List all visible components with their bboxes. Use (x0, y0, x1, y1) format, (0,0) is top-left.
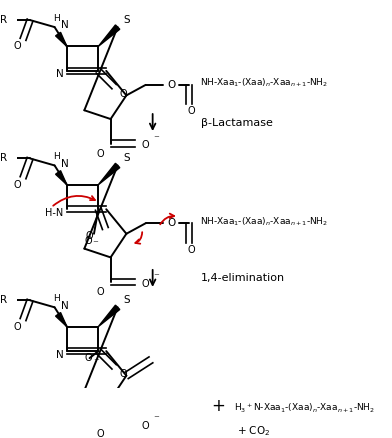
Text: O: O (96, 149, 104, 159)
Text: N: N (56, 350, 64, 360)
Text: H-N: H-N (45, 208, 64, 218)
Text: NH-Xaa$_1$-(Xaa)$_n$-Xaa$_{n+1}$-NH$_2$: NH-Xaa$_1$-(Xaa)$_n$-Xaa$_{n+1}$-NH$_2$ (200, 215, 328, 228)
Text: O: O (142, 140, 149, 150)
Text: S: S (123, 295, 130, 305)
Text: ⁻: ⁻ (153, 272, 159, 283)
Polygon shape (98, 25, 120, 46)
Text: O: O (167, 218, 175, 228)
Text: O: O (187, 106, 195, 116)
Text: +: + (211, 397, 225, 415)
Text: O: O (142, 279, 149, 289)
Text: R: R (0, 295, 7, 305)
Polygon shape (98, 305, 120, 327)
Text: H$_3$$^+$N-Xaa$_1$-(Xaa)$_n$-Xaa$_{n+1}$-NH$_2$: H$_3$$^+$N-Xaa$_1$-(Xaa)$_n$-Xaa$_{n+1}$… (234, 401, 375, 415)
Text: O: O (84, 353, 92, 363)
Text: O: O (14, 41, 22, 51)
Text: R: R (0, 15, 7, 25)
Text: N: N (61, 159, 69, 169)
Text: O: O (119, 369, 127, 379)
Text: O: O (96, 287, 104, 297)
Text: O: O (96, 429, 104, 438)
Text: O: O (187, 244, 195, 254)
Text: + CO$_2$: + CO$_2$ (237, 424, 270, 438)
Text: N: N (61, 300, 69, 311)
Text: NH-Xaa$_1$-(Xaa)$_n$-Xaa$_{n+1}$-NH$_2$: NH-Xaa$_1$-(Xaa)$_n$-Xaa$_{n+1}$-NH$_2$ (200, 77, 328, 89)
Polygon shape (56, 32, 67, 46)
Text: O: O (84, 236, 92, 246)
Text: ⁻: ⁻ (92, 239, 98, 249)
Text: H: H (53, 14, 60, 23)
Text: O: O (167, 80, 175, 90)
Text: O: O (14, 180, 22, 190)
Polygon shape (98, 163, 120, 185)
Text: R: R (0, 153, 7, 163)
Text: S: S (123, 15, 130, 25)
Text: ⁻: ⁻ (153, 134, 159, 144)
Text: O: O (14, 321, 22, 332)
Text: O: O (119, 88, 127, 99)
Text: N: N (56, 69, 64, 79)
Text: O: O (142, 420, 149, 431)
Text: S: S (123, 153, 130, 163)
Text: N: N (61, 20, 69, 30)
Text: ⁻: ⁻ (93, 357, 99, 367)
Text: H: H (53, 152, 60, 161)
Text: H: H (53, 294, 60, 303)
Text: β-Lactamase: β-Lactamase (201, 117, 273, 127)
Text: 1,4-elimination: 1,4-elimination (201, 273, 285, 283)
Text: ⁻: ⁻ (153, 414, 159, 424)
Polygon shape (56, 313, 67, 327)
Polygon shape (56, 171, 67, 185)
Text: O: O (86, 230, 93, 240)
